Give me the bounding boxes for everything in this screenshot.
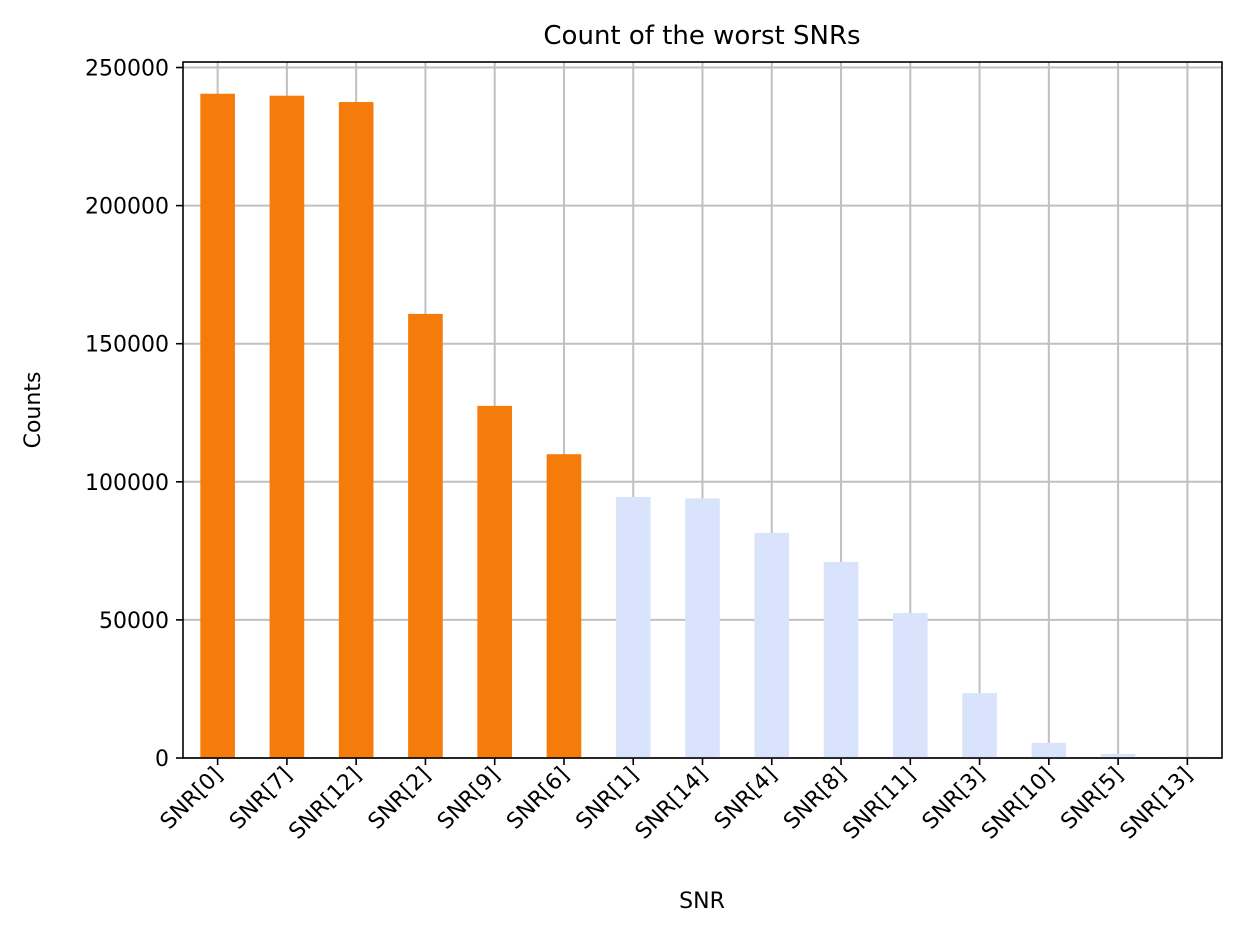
bar-snr2 [408, 313, 443, 758]
x-tick-label: SNR[4] [710, 763, 782, 835]
bar-snr7 [269, 95, 305, 758]
y-axis-label: Counts [21, 372, 46, 449]
x-tick-label: SNR[0] [156, 763, 228, 835]
x-tick-label: SNR[2] [364, 763, 436, 835]
bar-snr5 [1100, 753, 1136, 758]
bar-snr9 [477, 405, 513, 758]
x-tick-label: SNR[13] [1116, 763, 1198, 845]
x-tick-label: SNR[10] [977, 763, 1059, 845]
bar-snr6 [546, 454, 582, 758]
x-tick-label: SNR[9] [433, 763, 505, 835]
bar-snr8 [823, 561, 859, 758]
y-tick-label: 0 [155, 747, 169, 772]
y-tick-label: 250000 [85, 57, 169, 82]
x-axis: SNR[0]SNR[7]SNR[12]SNR[2]SNR[9]SNR[6]SNR… [156, 758, 1198, 845]
x-tick-label: SNR[11] [839, 763, 921, 845]
y-tick-label: 200000 [85, 195, 169, 220]
y-tick-label: 100000 [85, 471, 169, 496]
bar-snr14 [685, 498, 720, 758]
x-axis-label: SNR [679, 889, 725, 914]
bar-snr3 [962, 693, 997, 758]
y-tick-label: 50000 [99, 609, 169, 634]
y-tick-label: 150000 [85, 333, 169, 358]
x-tick-label: SNR[12] [284, 763, 366, 845]
x-tick-label: SNR[14] [631, 763, 713, 845]
bars [200, 93, 1205, 759]
bar-snr11 [892, 613, 928, 758]
bar-snr0 [200, 93, 235, 758]
x-tick-label: SNR[6] [502, 763, 574, 835]
chart-title: Count of the worst SNRs [543, 21, 860, 51]
bar-snr1 [615, 497, 651, 758]
y-axis: 0 50000 100000 150000 200000 250000 [85, 57, 183, 772]
bar-snr12 [338, 102, 374, 759]
bar-snr4 [754, 532, 790, 758]
bar-snr10 [1031, 742, 1067, 758]
